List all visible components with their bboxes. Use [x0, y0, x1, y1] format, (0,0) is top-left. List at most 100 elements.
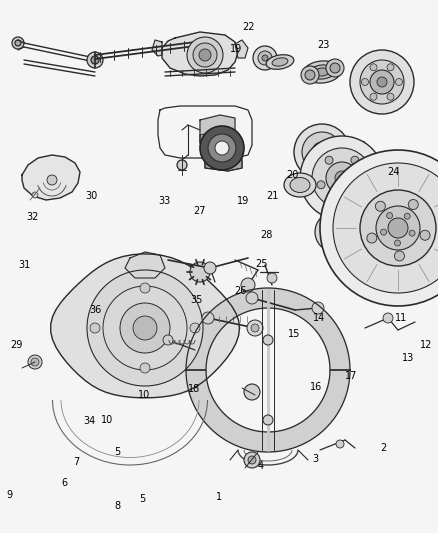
Circle shape — [375, 201, 385, 211]
Circle shape — [387, 213, 392, 219]
Circle shape — [208, 134, 236, 162]
Circle shape — [90, 323, 100, 333]
Circle shape — [47, 175, 57, 185]
Text: 12: 12 — [420, 341, 432, 350]
Circle shape — [322, 219, 348, 245]
Circle shape — [388, 218, 408, 238]
Circle shape — [140, 283, 150, 293]
Circle shape — [246, 292, 258, 304]
Circle shape — [335, 171, 349, 185]
Circle shape — [302, 132, 342, 172]
Circle shape — [370, 64, 377, 71]
Circle shape — [91, 56, 99, 64]
Text: 20: 20 — [286, 170, 299, 180]
Circle shape — [312, 302, 324, 314]
Circle shape — [395, 240, 400, 246]
Circle shape — [367, 233, 377, 243]
Text: 7: 7 — [74, 457, 80, 466]
Circle shape — [361, 78, 368, 85]
Circle shape — [31, 358, 39, 366]
Circle shape — [370, 93, 377, 100]
Text: 5: 5 — [139, 495, 145, 504]
Circle shape — [247, 320, 263, 336]
Circle shape — [193, 43, 217, 67]
Text: 9: 9 — [7, 490, 13, 499]
Text: 30: 30 — [85, 191, 97, 201]
Circle shape — [315, 212, 355, 252]
Circle shape — [395, 251, 404, 261]
Text: 2: 2 — [380, 443, 386, 453]
Circle shape — [300, 136, 384, 220]
Text: 13: 13 — [402, 353, 414, 363]
Text: 19: 19 — [237, 197, 250, 206]
Circle shape — [263, 415, 273, 425]
Polygon shape — [235, 40, 248, 58]
Text: 29: 29 — [11, 341, 23, 350]
Circle shape — [350, 50, 414, 114]
Polygon shape — [200, 115, 235, 143]
Circle shape — [404, 213, 410, 219]
Text: 15: 15 — [288, 329, 300, 338]
Text: 8: 8 — [114, 502, 120, 511]
Circle shape — [263, 335, 273, 345]
Ellipse shape — [272, 58, 288, 66]
Ellipse shape — [266, 55, 294, 69]
Polygon shape — [152, 40, 162, 56]
Circle shape — [133, 316, 157, 340]
Text: 14: 14 — [313, 313, 325, 322]
Circle shape — [140, 363, 150, 373]
Text: 26: 26 — [234, 286, 246, 296]
Circle shape — [383, 313, 393, 323]
Polygon shape — [125, 252, 165, 278]
Circle shape — [377, 77, 387, 87]
Circle shape — [305, 70, 315, 80]
Circle shape — [244, 384, 260, 400]
Ellipse shape — [303, 61, 341, 83]
Circle shape — [120, 303, 170, 353]
Circle shape — [202, 312, 214, 324]
Circle shape — [387, 64, 394, 71]
Ellipse shape — [290, 177, 310, 192]
Circle shape — [387, 93, 394, 100]
Text: 28: 28 — [260, 230, 272, 239]
Text: 10: 10 — [138, 391, 150, 400]
Circle shape — [325, 156, 333, 164]
Ellipse shape — [309, 65, 335, 79]
Ellipse shape — [284, 173, 316, 197]
Polygon shape — [205, 143, 242, 171]
Text: 32: 32 — [27, 213, 39, 222]
Circle shape — [370, 70, 394, 94]
Circle shape — [330, 63, 340, 73]
Circle shape — [359, 181, 367, 189]
Text: 3: 3 — [312, 455, 318, 464]
Text: 17: 17 — [345, 372, 357, 381]
Circle shape — [262, 55, 268, 61]
Circle shape — [12, 37, 24, 49]
Circle shape — [87, 52, 103, 68]
Circle shape — [351, 156, 359, 164]
Circle shape — [190, 262, 210, 282]
Circle shape — [215, 141, 229, 155]
Circle shape — [248, 456, 256, 464]
Circle shape — [244, 452, 260, 468]
Text: 35: 35 — [190, 295, 202, 304]
Circle shape — [326, 162, 358, 194]
Circle shape — [187, 37, 223, 73]
Circle shape — [163, 335, 173, 345]
Circle shape — [409, 230, 415, 236]
Text: 18: 18 — [188, 384, 200, 394]
Circle shape — [15, 40, 21, 46]
Text: 21: 21 — [266, 191, 279, 201]
Circle shape — [28, 355, 42, 369]
Text: 31: 31 — [18, 261, 30, 270]
Text: 1: 1 — [216, 492, 222, 502]
Circle shape — [408, 199, 418, 209]
Circle shape — [360, 190, 436, 266]
Circle shape — [396, 78, 403, 85]
Text: 4: 4 — [258, 462, 264, 471]
Circle shape — [360, 60, 404, 104]
Text: 24: 24 — [387, 167, 399, 176]
Text: 16: 16 — [310, 382, 322, 392]
Text: 34: 34 — [84, 416, 96, 426]
Text: 25: 25 — [256, 260, 268, 269]
